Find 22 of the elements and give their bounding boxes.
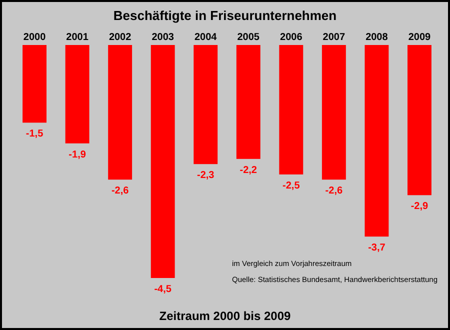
x-tick-label: 2001 [66,32,89,43]
data-label: -1,5 [26,128,44,140]
x-tick-label: 2007 [322,32,346,43]
x-tick-label: 2008 [366,32,388,43]
data-label: -2,6 [325,186,343,197]
x-tick-label: 2002 [108,32,132,43]
x-tick-label: 2009 [408,32,432,43]
data-label: -2,5 [282,180,300,192]
x-tick-label: 2003 [152,32,174,43]
x-axis-title: Zeitraum 2000 bis 2009 [159,309,292,323]
data-label: -2,9 [410,201,429,212]
x-tick-label: 2000 [23,32,46,43]
x-tick-label: 2005 [237,32,260,43]
data-label: -4,5 [154,284,172,295]
data-label: -3,7 [368,242,386,254]
data-label: -2,6 [111,186,130,197]
x-tick-label: 2006 [280,32,303,43]
data-label: -1,9 [68,149,86,160]
x-tick-label: 2004 [194,32,218,43]
chart-title: Beschäftigte in Friseurunternehmen [113,8,337,23]
data-label: -2,3 [196,170,215,182]
data-label: -2,2 [240,164,258,176]
